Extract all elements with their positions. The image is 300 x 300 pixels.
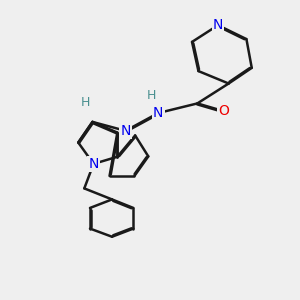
Text: O: O: [219, 104, 230, 118]
Text: N: N: [213, 18, 223, 32]
Text: N: N: [120, 124, 131, 138]
Text: H: H: [81, 96, 90, 109]
Text: N: N: [88, 157, 99, 171]
Text: N: N: [153, 106, 164, 120]
Text: H: H: [147, 89, 157, 102]
